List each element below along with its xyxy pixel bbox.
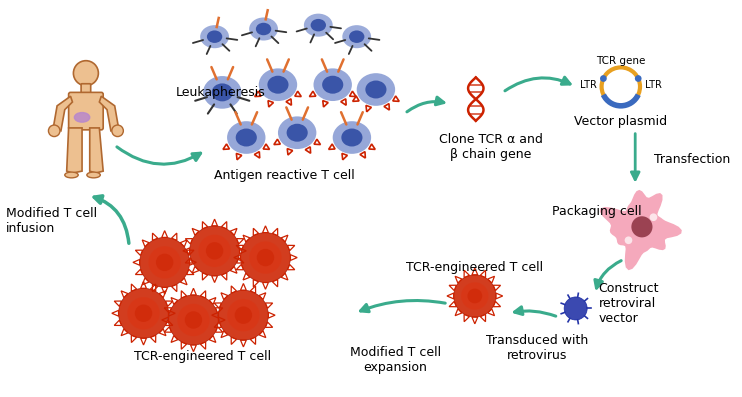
Ellipse shape (65, 172, 78, 178)
Polygon shape (67, 128, 82, 173)
FancyArrowPatch shape (117, 147, 200, 164)
Circle shape (185, 311, 202, 329)
Text: Modified T cell
expansion: Modified T cell expansion (349, 346, 441, 374)
Text: TCR-engineered T cell: TCR-engineered T cell (134, 350, 272, 363)
Circle shape (649, 213, 657, 221)
Circle shape (249, 241, 282, 274)
Circle shape (148, 246, 181, 279)
FancyArrowPatch shape (407, 97, 444, 112)
Ellipse shape (249, 17, 278, 40)
Ellipse shape (322, 76, 344, 94)
Ellipse shape (207, 31, 223, 43)
Circle shape (128, 297, 160, 330)
Circle shape (206, 242, 223, 260)
Circle shape (461, 282, 488, 310)
Circle shape (119, 288, 168, 338)
Ellipse shape (259, 68, 298, 101)
Ellipse shape (227, 121, 266, 154)
Ellipse shape (349, 31, 364, 43)
Ellipse shape (286, 124, 308, 142)
Circle shape (139, 237, 190, 287)
Ellipse shape (200, 25, 229, 48)
Ellipse shape (87, 172, 100, 178)
Text: Transduced with
retrovirus: Transduced with retrovirus (486, 334, 588, 362)
FancyArrowPatch shape (595, 261, 621, 288)
Ellipse shape (74, 113, 90, 122)
Text: Construct
retroviral
vector: Construct retroviral vector (599, 282, 659, 325)
FancyBboxPatch shape (81, 84, 91, 95)
Circle shape (631, 216, 652, 237)
Circle shape (600, 75, 607, 82)
Polygon shape (53, 96, 73, 131)
FancyArrowPatch shape (361, 301, 445, 312)
Ellipse shape (314, 68, 352, 101)
Circle shape (453, 275, 496, 317)
Text: Antigen reactive T cell: Antigen reactive T cell (214, 170, 355, 183)
FancyArrowPatch shape (505, 77, 570, 91)
Ellipse shape (311, 19, 326, 31)
Text: Packaging cell: Packaging cell (552, 205, 642, 218)
Circle shape (625, 237, 632, 244)
Polygon shape (99, 96, 119, 131)
Circle shape (564, 297, 587, 320)
Polygon shape (600, 190, 682, 270)
Ellipse shape (342, 25, 371, 48)
FancyArrowPatch shape (94, 196, 129, 243)
Text: TCR gene: TCR gene (596, 56, 646, 66)
Ellipse shape (278, 116, 316, 149)
Circle shape (218, 290, 269, 340)
Text: Clone TCR α and
β chain gene: Clone TCR α and β chain gene (439, 133, 543, 161)
Circle shape (135, 304, 152, 322)
Circle shape (168, 295, 218, 345)
Circle shape (48, 125, 60, 137)
FancyArrowPatch shape (514, 307, 556, 316)
Ellipse shape (236, 129, 257, 146)
Ellipse shape (357, 73, 395, 106)
Circle shape (635, 75, 642, 82)
Circle shape (467, 289, 482, 303)
Circle shape (73, 61, 99, 86)
Circle shape (112, 125, 123, 137)
Text: LTR: LTR (645, 80, 662, 90)
Ellipse shape (341, 129, 363, 146)
Text: Transfection: Transfection (654, 153, 731, 166)
Text: Modified T cell
infusion: Modified T cell infusion (6, 207, 97, 235)
Ellipse shape (365, 81, 387, 98)
Text: Leukapheresis: Leukapheresis (176, 86, 266, 99)
Circle shape (156, 254, 174, 271)
Circle shape (177, 304, 210, 336)
Text: Vector plasmid: Vector plasmid (574, 116, 667, 129)
Circle shape (227, 299, 260, 331)
Circle shape (234, 306, 252, 324)
FancyBboxPatch shape (68, 93, 103, 130)
Ellipse shape (267, 76, 289, 94)
Ellipse shape (203, 76, 241, 109)
Circle shape (257, 249, 275, 266)
Ellipse shape (304, 13, 332, 37)
Text: LTR: LTR (580, 80, 597, 90)
Ellipse shape (211, 83, 233, 101)
Ellipse shape (256, 23, 272, 35)
Polygon shape (90, 128, 103, 173)
Circle shape (190, 226, 240, 276)
Circle shape (198, 235, 231, 267)
Ellipse shape (332, 121, 371, 154)
Circle shape (240, 233, 290, 283)
Text: TCR-engineered T cell: TCR-engineered T cell (407, 261, 543, 274)
